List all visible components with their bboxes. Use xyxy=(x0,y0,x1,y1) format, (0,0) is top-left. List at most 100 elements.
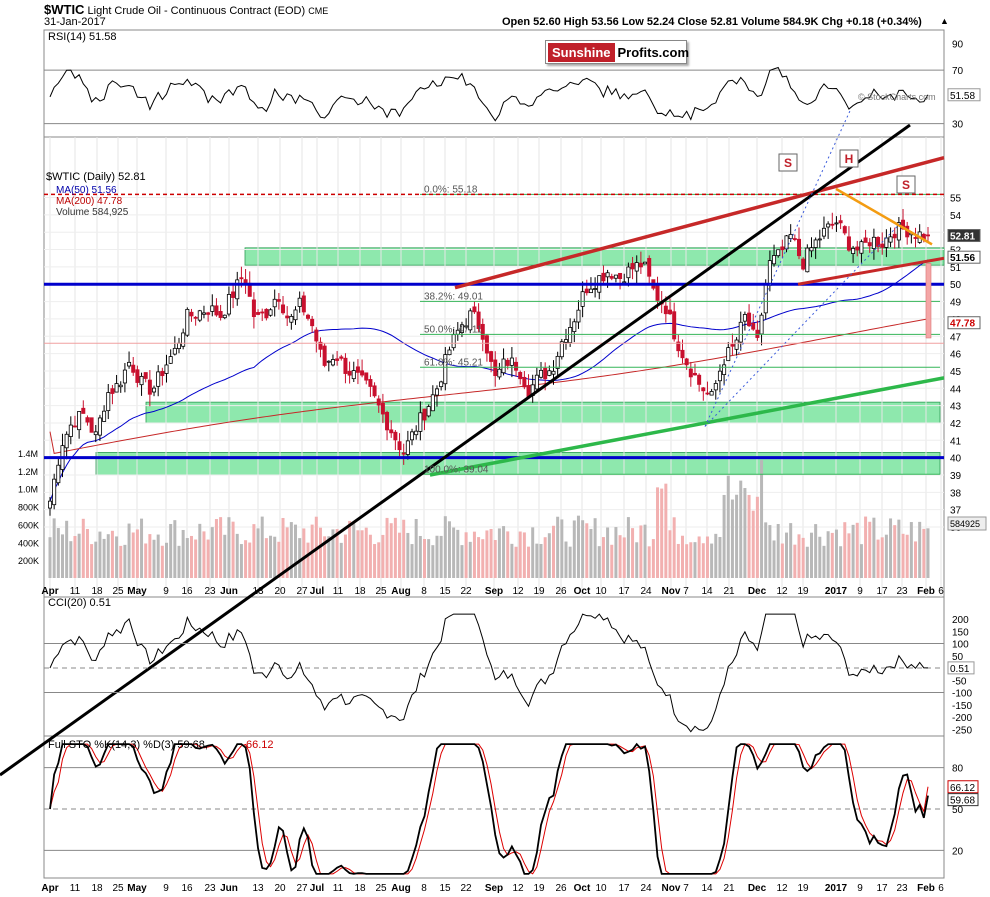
x-tick-label: Aug xyxy=(391,586,410,597)
volume-bar xyxy=(248,542,252,578)
volume-bar xyxy=(331,529,335,578)
volume-bar xyxy=(464,532,468,578)
volume-bar xyxy=(189,535,193,578)
candle-body xyxy=(185,308,190,336)
volume-tick-label: 400K xyxy=(18,538,39,548)
volume-bar xyxy=(601,537,605,578)
candle-body xyxy=(385,411,390,431)
candle-body xyxy=(102,410,107,422)
x-tick-label: 23 xyxy=(204,586,216,597)
candle-body xyxy=(68,424,73,437)
volume-bar xyxy=(264,538,268,578)
x-tick-label-bottom: 17 xyxy=(618,883,630,894)
x-tick-label: 13 xyxy=(252,586,264,597)
candle-body xyxy=(892,233,897,239)
candle-body xyxy=(468,310,473,331)
volume-bar xyxy=(714,533,718,578)
volume-bar xyxy=(60,534,64,578)
x-tick-label-bottom: 25 xyxy=(375,883,387,894)
volume-bar xyxy=(81,518,85,578)
candle-body xyxy=(85,417,90,423)
x-tick-label: 9 xyxy=(163,586,169,597)
candle-body xyxy=(805,247,810,273)
x-tick-label: 12 xyxy=(512,586,524,597)
volume-bar xyxy=(839,546,843,578)
volume-bar xyxy=(884,534,888,578)
volume-bar xyxy=(901,533,905,578)
candle-body xyxy=(72,425,77,428)
x-tick-label: 25 xyxy=(112,586,124,597)
x-tick-label: 17 xyxy=(618,586,630,597)
rsi-tag-box xyxy=(947,88,981,102)
volume-bar xyxy=(335,529,339,578)
volume-bar xyxy=(776,523,780,578)
volume-bar xyxy=(77,533,81,578)
candle-body xyxy=(52,478,57,506)
candle-body xyxy=(888,236,893,243)
volume-bar xyxy=(564,541,568,578)
volume-bar xyxy=(730,499,734,578)
volume-bar xyxy=(830,532,834,578)
candle-body xyxy=(867,242,872,247)
cci-tick-label: -150 xyxy=(952,701,972,712)
candle-body xyxy=(64,433,69,449)
sunshine-profits-logo: Sunshine Profits.com xyxy=(545,40,689,64)
x-tick-label-bottom: 23 xyxy=(204,883,216,894)
x-tick-label: 27 xyxy=(296,586,308,597)
volume-bar xyxy=(135,529,139,578)
volume-bar xyxy=(210,527,214,578)
candle-body xyxy=(547,370,552,376)
volume-tick-label: 1.4M xyxy=(18,449,38,459)
x-tick-label: 11 xyxy=(70,586,81,597)
volume-legend: Volume 584,925 xyxy=(56,207,129,218)
x-tick-label: 22 xyxy=(460,586,472,597)
price-tag-box xyxy=(947,316,981,330)
candle-body xyxy=(626,266,631,279)
candle-body xyxy=(193,316,198,319)
x-tick-label: Sep xyxy=(485,586,503,597)
candle-body xyxy=(763,283,768,314)
volume-bar xyxy=(373,544,377,578)
x-tick-label-bottom: 10 xyxy=(595,883,607,894)
volume-bar xyxy=(115,536,119,578)
x-tick-label: 11 xyxy=(333,586,344,597)
volume-bar xyxy=(48,537,52,578)
price-tick-label: 40 xyxy=(950,454,962,465)
volume-bar xyxy=(518,531,522,578)
volume-bar xyxy=(560,519,564,578)
x-tick-label-bottom: 9 xyxy=(163,883,169,894)
x-tick-label-bottom: 16 xyxy=(181,883,193,894)
candle-body xyxy=(572,321,577,333)
blue-dotted-channel-top xyxy=(704,110,851,427)
candle-body xyxy=(584,288,589,294)
volume-bar xyxy=(90,544,94,578)
candle-body xyxy=(281,304,286,314)
volume-bar xyxy=(818,536,822,578)
candle-body xyxy=(668,309,673,315)
volume-bar xyxy=(185,538,189,578)
candle-body xyxy=(813,239,818,248)
x-tick-label: Jun xyxy=(220,586,238,597)
volume-bar xyxy=(614,527,618,578)
volume-bar xyxy=(635,542,639,578)
candle-body xyxy=(676,341,681,352)
volume-bar xyxy=(431,545,435,578)
candle-body xyxy=(772,255,777,265)
volume-bar xyxy=(98,531,102,578)
candle-body xyxy=(156,371,161,387)
candle-body xyxy=(784,235,789,250)
volume-bar xyxy=(169,523,173,578)
fib-label: 100.0%: 39.04 xyxy=(424,464,489,475)
candle-body xyxy=(218,311,223,318)
volume-tick-label: 200K xyxy=(18,556,39,566)
volume-bar xyxy=(389,523,393,578)
x-tick-label-bottom: 18 xyxy=(91,883,103,894)
x-tick-label: 15 xyxy=(439,586,451,597)
candle-body xyxy=(235,279,240,300)
sto-label-d: 66.12 xyxy=(246,739,274,751)
candle-body xyxy=(81,407,86,414)
volume-bar xyxy=(751,510,755,578)
volume-bar xyxy=(606,527,610,578)
x-tick-label-bottom: Aug xyxy=(391,883,410,894)
volume-bar xyxy=(152,539,156,578)
